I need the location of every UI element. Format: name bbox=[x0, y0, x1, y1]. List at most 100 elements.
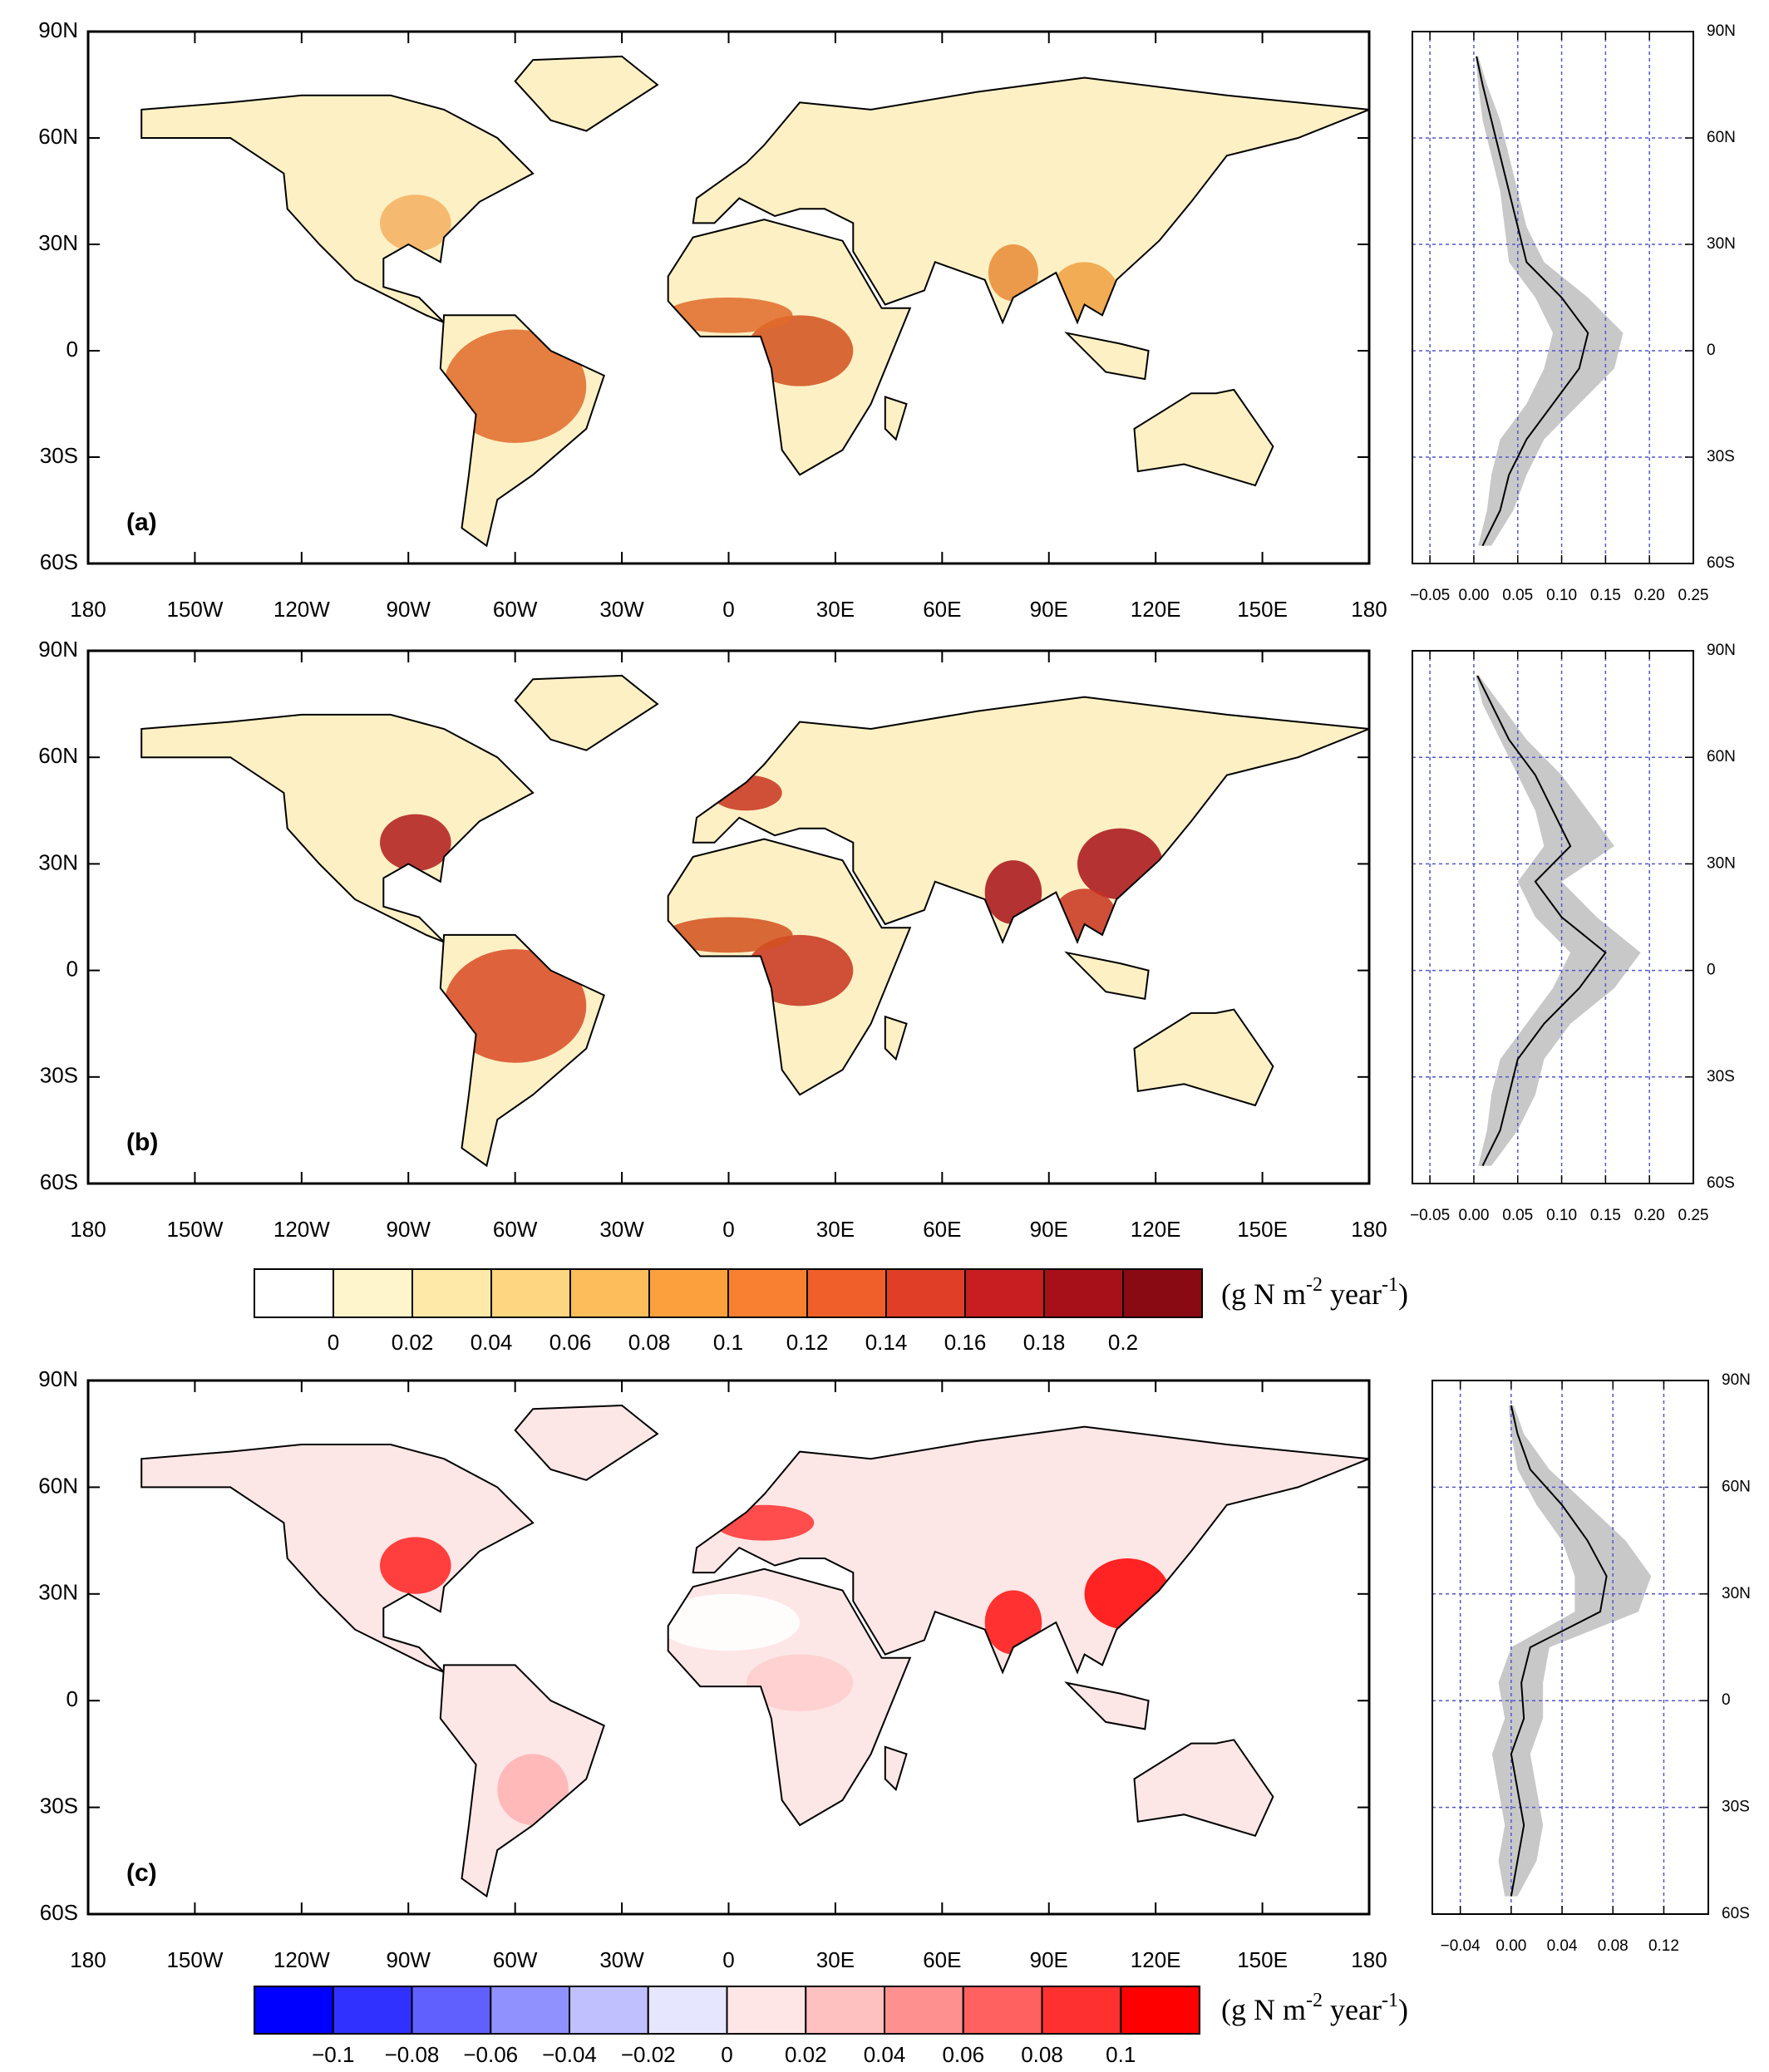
x-tick-label: 180 bbox=[70, 1217, 106, 1242]
field bbox=[380, 1504, 1170, 1825]
x-tick-label: 90W bbox=[387, 1217, 431, 1242]
coastline bbox=[667, 219, 912, 476]
x-tick-label: 180 bbox=[1351, 597, 1387, 622]
y-tick-label: 60S bbox=[1722, 1905, 1750, 1922]
x-tick-label: −0.05 bbox=[1410, 587, 1450, 604]
field-patch bbox=[664, 298, 793, 333]
coastline bbox=[692, 76, 1370, 325]
land bbox=[884, 396, 907, 440]
units-label: (g N m-2 year-1) bbox=[1221, 1274, 1408, 1312]
y-tick-label: 90N bbox=[38, 17, 78, 42]
field-patch bbox=[1052, 888, 1117, 946]
x-tick-label: 60W bbox=[493, 1217, 538, 1242]
x-tick-label: 120E bbox=[1131, 1217, 1181, 1242]
x-tick-label: 90W bbox=[387, 1947, 431, 1972]
x-tick-label: −0.04 bbox=[1441, 1937, 1481, 1955]
x-tick-label: 180 bbox=[70, 597, 106, 622]
x-tick-label: 150E bbox=[1237, 1217, 1288, 1242]
colorbar-box bbox=[727, 1268, 808, 1318]
units-part: -2 bbox=[1306, 1274, 1323, 1296]
x-tick-label: 150W bbox=[166, 1217, 223, 1242]
panel-label: (b) bbox=[126, 1129, 158, 1156]
units-part: year bbox=[1323, 1993, 1382, 2026]
x-tick-label: 60E bbox=[923, 597, 961, 622]
field-patch bbox=[380, 194, 451, 252]
land bbox=[692, 77, 1369, 322]
x-tick-label: 0.15 bbox=[1590, 1207, 1621, 1224]
land bbox=[1134, 389, 1274, 486]
coastline bbox=[439, 1664, 605, 1898]
y-tick-label: 60S bbox=[40, 549, 78, 574]
x-tick-label: 0 bbox=[722, 1947, 734, 1972]
profile-line bbox=[1476, 675, 1607, 1167]
units-part: year bbox=[1323, 1277, 1382, 1311]
colorbar-box bbox=[490, 1268, 571, 1318]
colorbar-label: 0.02 bbox=[785, 2042, 827, 2067]
y-tick-label: 60S bbox=[1707, 554, 1735, 572]
x-tick-label: 0.25 bbox=[1678, 1207, 1709, 1224]
colorbar-label: 0.06 bbox=[549, 1330, 592, 1355]
field-patch bbox=[746, 315, 854, 386]
x-tick-label: 90E bbox=[1030, 597, 1068, 622]
coastline bbox=[514, 55, 659, 132]
y-tick-label: 0 bbox=[1722, 1691, 1731, 1709]
y-tick-label: 60N bbox=[1707, 129, 1736, 146]
coastline bbox=[692, 1425, 1370, 1675]
x-tick-label: 180 bbox=[70, 1947, 106, 1972]
field-patch bbox=[1077, 828, 1163, 900]
land bbox=[515, 56, 658, 131]
x-tick-label: 180 bbox=[1351, 1217, 1387, 1242]
y-tick-label: 60S bbox=[1707, 1174, 1735, 1192]
x-tick-label: 0.00 bbox=[1496, 1937, 1526, 1955]
y-tick-label: 60S bbox=[40, 1169, 78, 1194]
field-patch bbox=[657, 1593, 801, 1651]
x-tick-label: 150E bbox=[1237, 597, 1288, 622]
coastline bbox=[692, 696, 1370, 945]
land bbox=[884, 1016, 907, 1060]
land bbox=[692, 696, 1369, 942]
spread-band bbox=[1476, 675, 1641, 1166]
colorbar-label: 0.14 bbox=[865, 1330, 908, 1355]
colorbar-box bbox=[1122, 1268, 1203, 1318]
x-tick-label: 0 bbox=[722, 1217, 734, 1242]
colorbar-label: −0.06 bbox=[463, 2042, 518, 2067]
y-tick-label: 0 bbox=[67, 337, 78, 362]
y-tick-label: 60N bbox=[1707, 748, 1736, 765]
units-part: (g N m bbox=[1221, 1993, 1306, 2026]
colorbar-box bbox=[254, 1268, 334, 1318]
x-tick-label: 60W bbox=[493, 597, 538, 622]
x-tick-label: 90E bbox=[1030, 1217, 1068, 1242]
land bbox=[141, 1444, 534, 1672]
units-part: -2 bbox=[1306, 1990, 1323, 2011]
colorbar-box bbox=[333, 1268, 413, 1318]
x-tick-label: 60E bbox=[923, 1947, 961, 1972]
x-tick-label: 0 bbox=[722, 597, 734, 622]
land bbox=[692, 1426, 1369, 1672]
colorbar-label: 0 bbox=[721, 2042, 732, 2067]
field-patch bbox=[988, 244, 1038, 302]
colorbar-box bbox=[490, 1986, 570, 2035]
coastline bbox=[140, 1444, 535, 1673]
coastline bbox=[514, 674, 659, 751]
land bbox=[515, 675, 658, 751]
colorbar-label: 0 bbox=[328, 1330, 339, 1355]
colorbar-label: −0.02 bbox=[621, 2042, 676, 2067]
land bbox=[141, 714, 534, 942]
colorbar-label: 0.08 bbox=[628, 1330, 671, 1355]
profile-frame bbox=[1431, 1380, 1709, 1915]
x-tick-label: 150W bbox=[166, 597, 223, 622]
coastline bbox=[514, 1404, 659, 1481]
colorbar-box bbox=[726, 1986, 807, 2035]
y-tick-label: 0 bbox=[1707, 342, 1716, 359]
land bbox=[141, 95, 534, 322]
land bbox=[1134, 1009, 1274, 1105]
coastline bbox=[140, 713, 535, 943]
colorbar-label: −0.1 bbox=[312, 2042, 354, 2067]
x-tick-label: 120W bbox=[273, 1947, 330, 1972]
x-tick-label: 180 bbox=[1351, 1947, 1387, 1972]
land bbox=[1067, 332, 1149, 380]
x-tick-label: 90E bbox=[1030, 1947, 1068, 1972]
colorbar-box bbox=[1043, 1268, 1124, 1318]
units-part: (g N m bbox=[1221, 1277, 1306, 1311]
